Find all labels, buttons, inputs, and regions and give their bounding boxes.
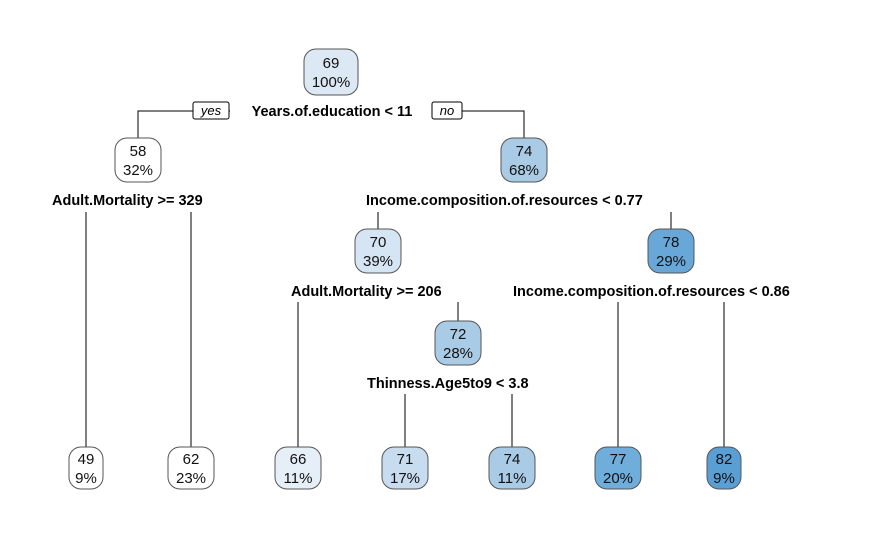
tree-node-n4: 499% — [68, 446, 104, 490]
tree-node-n13: 829% — [706, 446, 742, 490]
split-label-s1: Years.of.education < 11 — [252, 104, 413, 120]
split-label-background — [511, 284, 792, 300]
node-percent: 17% — [390, 470, 420, 487]
node-percent: 23% — [176, 470, 206, 487]
tree-nodes: 69100%5832%7468%499%6223%7039%7829%6611%… — [68, 48, 742, 490]
split-label-s3: Income.composition.of.resources < 0.77 — [366, 193, 643, 209]
node-box — [706, 446, 742, 490]
node-percent: 39% — [363, 253, 393, 270]
split-labels: Years.of.education < 11 Adult.Mortality >… — [50, 104, 792, 392]
split-label-background — [365, 376, 531, 392]
node-value: 82 — [716, 451, 733, 468]
node-value: 66 — [290, 451, 307, 468]
split-label-background — [50, 193, 205, 209]
split-label-background — [249, 104, 415, 120]
node-value: 49 — [78, 451, 95, 468]
node-box — [647, 228, 695, 274]
branch-label-box — [192, 101, 230, 120]
node-value: 72 — [450, 326, 467, 343]
node-value: 58 — [130, 143, 147, 160]
node-percent: 9% — [75, 470, 97, 487]
node-box — [381, 446, 429, 490]
node-box — [594, 446, 642, 490]
node-value: 78 — [663, 234, 680, 251]
node-percent: 28% — [443, 345, 473, 362]
branch-label-text: no — [440, 103, 454, 118]
tree-edge — [432, 110, 525, 138]
node-percent: 68% — [509, 162, 539, 179]
node-box — [303, 48, 359, 96]
node-box — [114, 137, 162, 183]
node-percent: 32% — [123, 162, 153, 179]
split-label-s9: Thinness.Age5to9 < 3.8 — [367, 376, 529, 392]
tree-node-n1: 69 100% — [303, 48, 359, 96]
node-percent: 100% — [312, 74, 350, 91]
node-box — [500, 137, 548, 183]
node-percent: 29% — [656, 253, 686, 270]
node-value: 62 — [183, 451, 200, 468]
node-box — [354, 228, 402, 274]
node-value: 74 — [516, 143, 533, 160]
node-value: 74 — [504, 451, 521, 468]
branch-label-text: yes — [200, 103, 222, 118]
split-label-background — [289, 284, 444, 300]
node-percent: 11% — [284, 470, 313, 487]
split-label-s2: Adult.Mortality >= 329 — [52, 193, 203, 209]
node-box — [167, 446, 215, 490]
branch-label-box — [431, 101, 463, 120]
node-percent: 9% — [713, 470, 735, 487]
node-box — [488, 446, 536, 490]
node-percent: 11% — [498, 470, 527, 487]
branch-labels: yes no — [192, 101, 463, 120]
tree-edges — [85, 110, 725, 447]
node-box — [68, 446, 104, 490]
branch-label-yes: yes — [192, 101, 230, 120]
node-box — [274, 446, 322, 490]
node-box — [434, 320, 482, 366]
node-value: 69 — [323, 55, 340, 72]
branch-label-no: no — [431, 101, 463, 120]
node-value: 71 — [397, 451, 414, 468]
split-label-background — [364, 193, 645, 209]
node-value: 77 — [610, 451, 627, 468]
split-label-s7: Income.composition.of.resources < 0.86 — [513, 284, 790, 300]
split-label-s6: Adult.Mortality >= 206 — [291, 284, 442, 300]
node-value: 70 — [370, 234, 387, 251]
node-percent: 20% — [603, 470, 633, 487]
